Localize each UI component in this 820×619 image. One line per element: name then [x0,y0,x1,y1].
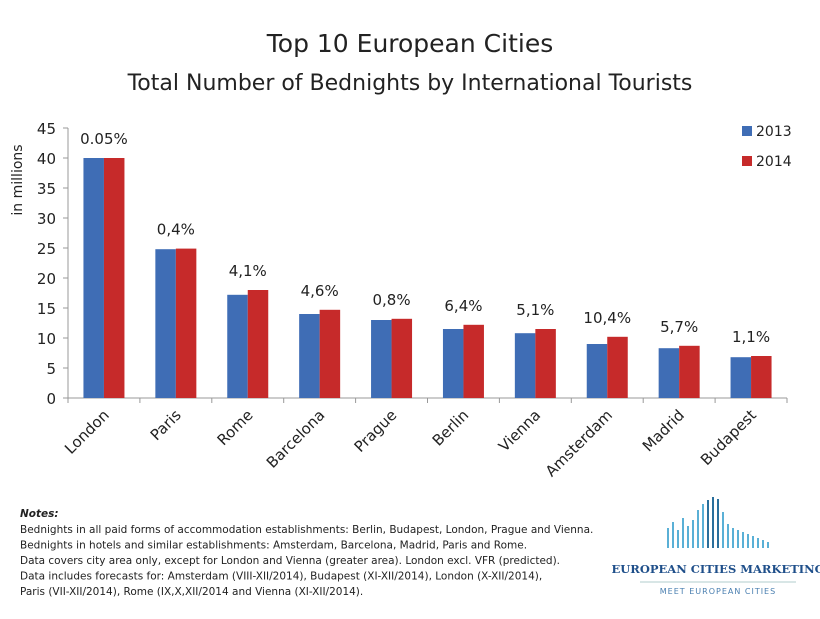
y-tick-label: 35 [37,180,56,198]
x-tick-label: Paris [147,406,185,444]
bar [607,336,628,398]
annotation: 4,1% [229,262,267,280]
x-tick-label: Barcelona [263,406,329,472]
bar [751,356,772,398]
bar [586,344,608,398]
bar [679,345,700,398]
bar [227,294,248,398]
y-tick-label: 15 [37,300,56,318]
annotation: 6,4% [444,297,482,315]
bar [175,248,197,398]
y-tick-label: 30 [37,210,56,228]
x-tick-label: Budapest [697,406,760,469]
annotation: 4,6% [301,282,339,300]
bar [247,290,269,398]
annotation: 0,8% [372,291,410,309]
logo-name: EUROPEAN CITIES MARKETING [611,562,820,576]
annotation: 5,1% [516,301,554,319]
legend-label: 2014 [756,154,792,170]
bar [319,309,341,398]
bar [514,333,536,398]
bar [371,320,392,398]
bar [730,357,752,398]
bar [391,318,413,398]
legend-swatch [742,126,752,136]
legend-label: 2013 [756,124,792,140]
bar [463,324,484,398]
note-line: Data includes forecasts for: Amsterdam (… [20,571,542,583]
note-line: Data covers city area only, except for L… [20,555,560,567]
annotation: 0.05% [80,130,128,148]
y-tick-label: 5 [46,360,56,378]
annotation: 0,4% [157,221,195,239]
y-tick-label: 45 [37,120,56,138]
x-tick-label: Vienna [495,406,544,455]
x-tick-label: Madrid [639,406,688,455]
y-tick-label: 40 [37,150,56,168]
y-tick-label: 0 [46,390,56,408]
note-line: Paris (VII-XII/2014), Rome (IX,X,XII/201… [20,586,363,598]
bar [83,158,104,398]
note-line: Bednights in all paid forms of accommoda… [20,524,593,536]
y-tick-label: 20 [37,270,56,288]
x-tick-label: Amsterdam [542,406,616,480]
y-axis-label: in millions [10,144,26,215]
logo-skyline [667,497,769,548]
notes-title: Notes: [20,508,59,520]
x-tick-label: Rome [214,406,257,449]
x-tick-label: London [61,406,113,458]
bar [442,329,464,398]
annotation: 5,7% [660,318,698,336]
y-tick-label: 25 [37,240,56,258]
annotation: 10,4% [583,309,631,327]
chart-title: Top 10 European Cities [266,29,553,58]
bar [299,314,320,398]
bar [155,249,176,398]
bar [535,329,556,398]
x-tick-label: Berlin [429,406,473,450]
note-line: Bednights in hotels and similar establis… [20,540,527,552]
legend-swatch [742,156,752,166]
chart-subtitle: Total Number of Bednights by Internation… [127,71,693,96]
annotation: 1,1% [732,328,770,346]
bar [658,348,680,398]
x-tick-label: Prague [351,406,401,456]
bar [103,158,125,398]
logo-tagline: MEET EUROPEAN CITIES [660,587,776,596]
y-tick-label: 10 [37,330,56,348]
